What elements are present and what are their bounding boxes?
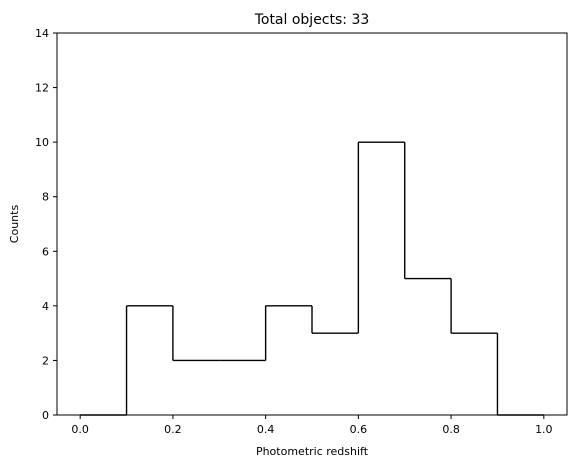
x-tick-label: 0.6 xyxy=(350,423,368,436)
y-tick-label: 8 xyxy=(42,191,49,204)
x-tick-label: 0.8 xyxy=(442,423,460,436)
x-tick-label: 1.0 xyxy=(535,423,553,436)
x-tick-label: 0.2 xyxy=(164,423,182,436)
y-tick-label: 4 xyxy=(42,300,49,313)
x-axis-label: Photometric redshift xyxy=(256,445,369,458)
y-tick-label: 6 xyxy=(42,245,49,258)
y-tick-label: 10 xyxy=(35,136,49,149)
y-tick-label: 2 xyxy=(42,354,49,367)
y-tick-label: 14 xyxy=(35,27,49,40)
y-tick-label: 12 xyxy=(35,82,49,95)
x-tick-label: 0.4 xyxy=(257,423,275,436)
y-tick-label: 0 xyxy=(42,409,49,422)
y-axis-label: Counts xyxy=(8,205,21,244)
chart-title: Total objects: 33 xyxy=(254,12,370,28)
x-tick-label: 0.0 xyxy=(71,423,89,436)
plot-frame xyxy=(56,32,568,416)
